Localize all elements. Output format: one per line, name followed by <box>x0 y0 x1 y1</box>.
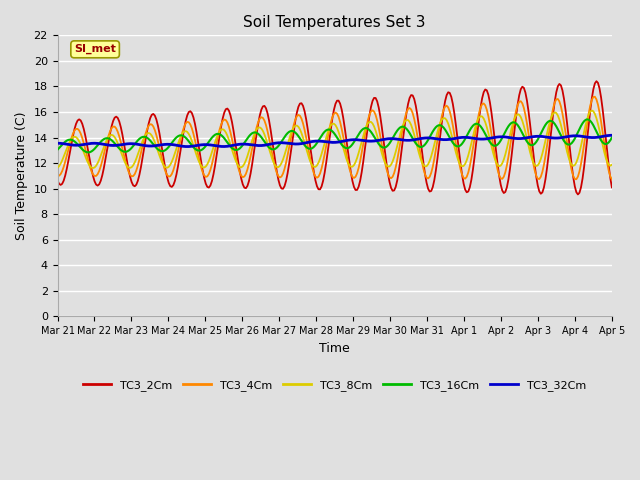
Legend: TC3_2Cm, TC3_4Cm, TC3_8Cm, TC3_16Cm, TC3_32Cm: TC3_2Cm, TC3_4Cm, TC3_8Cm, TC3_16Cm, TC3… <box>79 375 591 395</box>
X-axis label: Time: Time <box>319 342 350 355</box>
Text: SI_met: SI_met <box>74 44 116 54</box>
Title: Soil Temperatures Set 3: Soil Temperatures Set 3 <box>243 15 426 30</box>
Y-axis label: Soil Temperature (C): Soil Temperature (C) <box>15 112 28 240</box>
